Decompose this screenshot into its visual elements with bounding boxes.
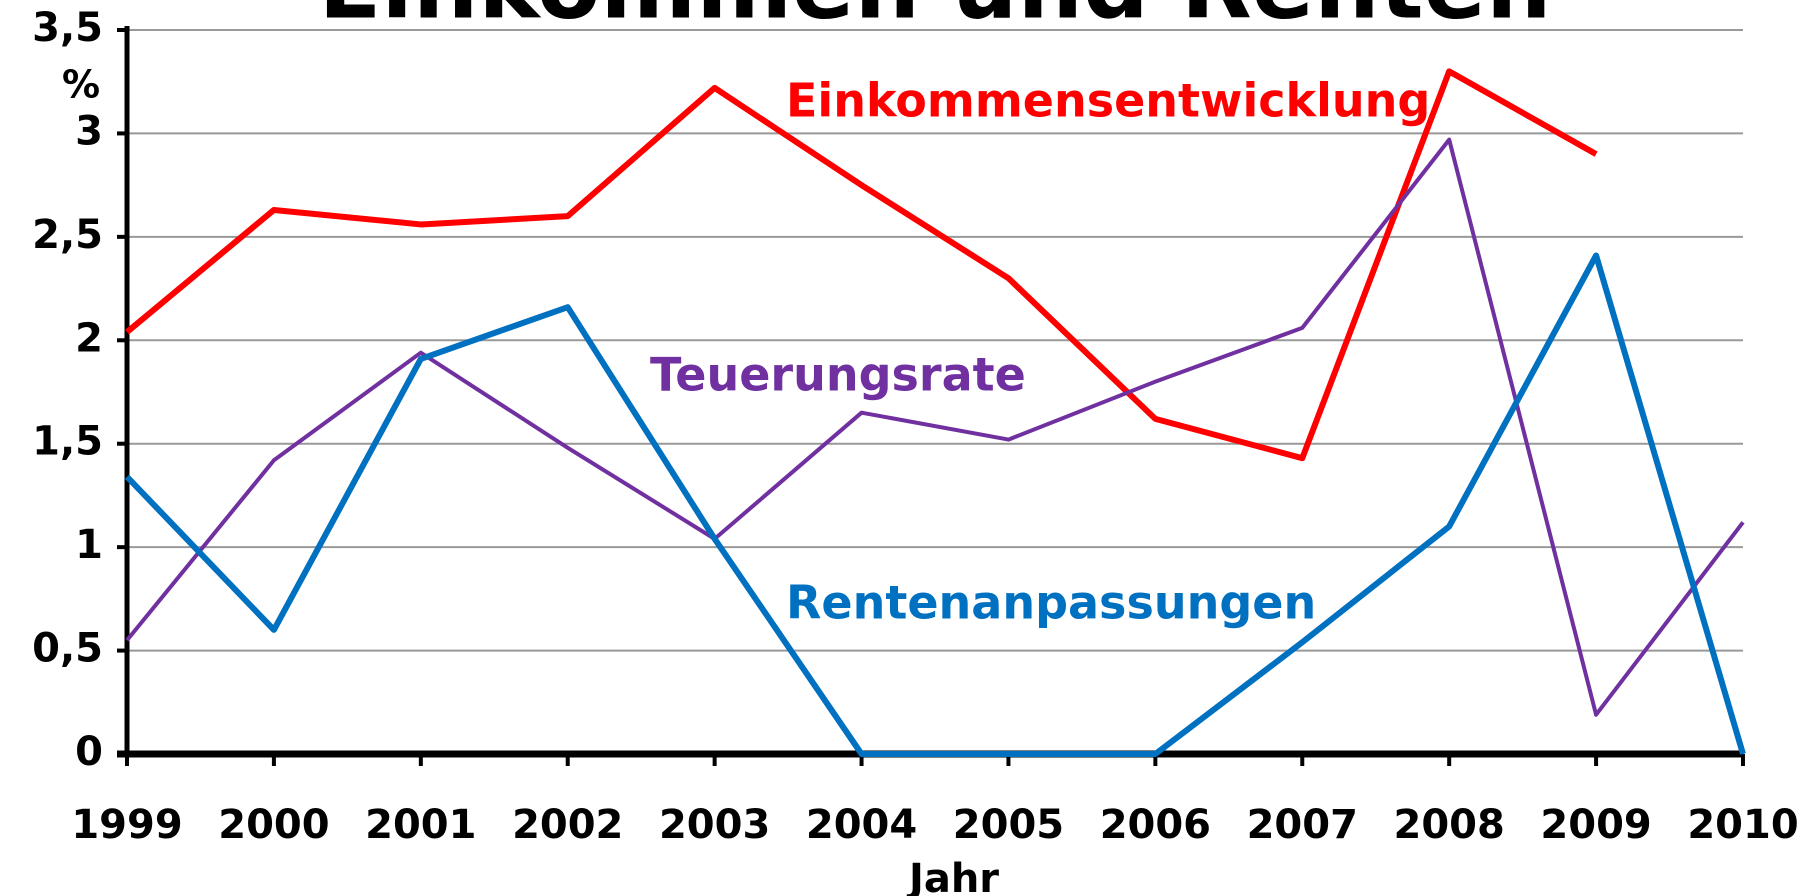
x-tick-label: 2004 — [806, 802, 917, 848]
x-tick-label: 2003 — [659, 802, 770, 848]
x-tick-label: 2008 — [1394, 802, 1505, 848]
series-line — [125, 68, 1598, 462]
x-tick-label: 2007 — [1247, 802, 1358, 848]
series-line — [124, 252, 1746, 757]
x-tick-label: 2009 — [1540, 802, 1651, 848]
series-line — [125, 137, 1745, 717]
y-tick-label: 0 — [75, 729, 103, 775]
y-tick-label: 0,5 — [32, 626, 103, 672]
y-tick-label: 2 — [75, 315, 103, 361]
x-tick-label: 2001 — [365, 802, 476, 848]
chart-title: Einkommen und Renten — [319, 0, 1552, 39]
series-label: Einkommensentwicklung — [786, 74, 1430, 128]
y-unit: % — [62, 63, 100, 107]
y-tick-label: 3 — [75, 108, 103, 154]
series-label: Rentenanpassungen — [786, 576, 1316, 630]
x-tick-label: 2006 — [1100, 802, 1211, 848]
y-tick-label: 1,5 — [32, 419, 103, 465]
y-tick-label: 1 — [75, 522, 103, 568]
x-tick-label: 2005 — [953, 802, 1064, 848]
x-tick-label: 2010 — [1687, 802, 1798, 848]
x-axis-label: Jahr — [906, 856, 999, 896]
series-label: Teuerungsrate — [650, 348, 1026, 402]
x-tick-label: 2000 — [218, 802, 329, 848]
x-tick-label: 1999 — [71, 802, 182, 848]
y-tick-label: 3,5 — [32, 5, 103, 51]
y-tick-label: 2,5 — [32, 212, 103, 258]
x-tick-label: 2002 — [512, 802, 623, 848]
